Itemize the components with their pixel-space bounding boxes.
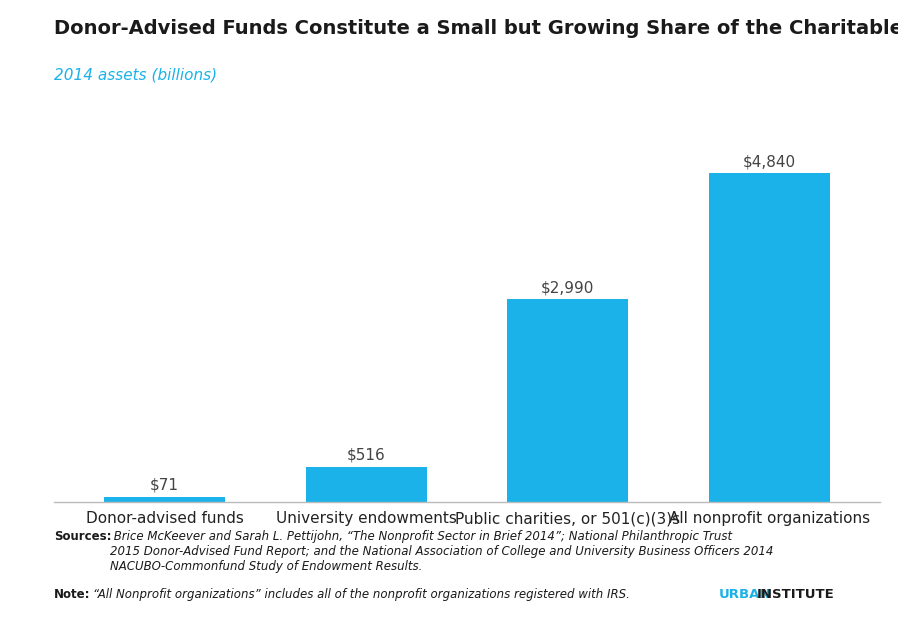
Text: Note:: Note:: [54, 588, 91, 601]
Text: Sources:: Sources:: [54, 530, 111, 543]
Text: “All Nonprofit organizations” includes all of the nonprofit organizations regist: “All Nonprofit organizations” includes a…: [93, 588, 630, 601]
Text: 2014 assets (billions): 2014 assets (billions): [54, 68, 217, 82]
Bar: [709, 174, 830, 502]
Text: $2,990: $2,990: [541, 280, 594, 295]
Bar: [305, 467, 427, 502]
Text: Donor-Advised Funds Constitute a Small but Growing Share of the Charitable Secto: Donor-Advised Funds Constitute a Small b…: [54, 19, 898, 39]
Text: $516: $516: [347, 448, 385, 463]
Text: INSTITUTE: INSTITUTE: [757, 588, 835, 601]
Text: Brice McKeever and Sarah L. Pettijohn, “The Nonprofit Sector in Brief 2014”; Nat: Brice McKeever and Sarah L. Pettijohn, “…: [110, 530, 774, 574]
Text: $71: $71: [150, 478, 180, 493]
Bar: [104, 497, 225, 502]
Text: URBAN: URBAN: [718, 588, 770, 601]
Text: $4,840: $4,840: [743, 154, 796, 170]
Bar: [507, 299, 629, 502]
